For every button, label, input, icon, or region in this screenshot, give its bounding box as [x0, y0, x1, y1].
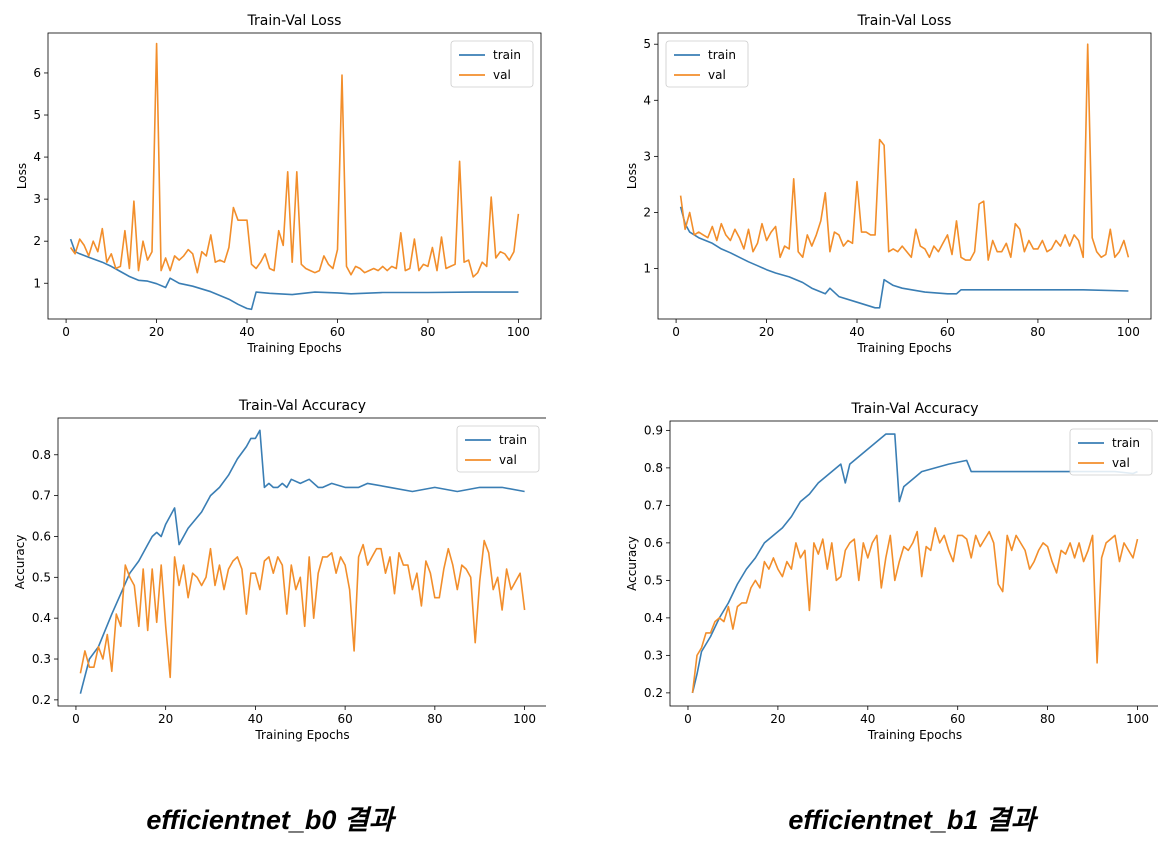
- x-tick-label: 80: [1040, 712, 1055, 726]
- y-tick-label: 0.4: [32, 611, 51, 625]
- legend: train val: [665, 40, 749, 88]
- series-line-train: [79, 429, 525, 694]
- y-tick-label: 0.2: [32, 693, 51, 707]
- plot-area: [669, 420, 1158, 707]
- y-axis-label: Accuracy: [625, 536, 639, 591]
- y-tick-label: 4: [33, 150, 41, 164]
- x-tick-label: 0: [672, 325, 680, 339]
- x-axis-label: Training Epochs: [246, 341, 341, 355]
- x-tick-label: 20: [770, 712, 785, 726]
- y-tick-label: 0.9: [644, 423, 663, 437]
- y-tick-label: 0.7: [32, 489, 51, 503]
- legend-label-train: train: [708, 48, 736, 62]
- y-tick-label: 0.6: [32, 529, 51, 543]
- x-tick-label: 40: [248, 712, 263, 726]
- chart-title: Train-Val Accuracy: [238, 398, 366, 414]
- legend-label-train: train: [493, 48, 521, 62]
- caption-b1: efficientnet_b1 결과: [788, 805, 1036, 835]
- series-line-val: [679, 43, 1130, 261]
- x-tick-label: 0: [684, 712, 692, 726]
- y-tick-label: 0.6: [644, 536, 663, 550]
- y-tick-label: 0.3: [644, 648, 663, 662]
- legend-label-val: val: [1112, 456, 1130, 470]
- legend: train val: [450, 40, 534, 88]
- b1-acc-chart: Train-Val Accuracy 0 20 40 60 80 100 0.2 0.3 0.4 0…: [625, 401, 1158, 742]
- y-tick-label: 0.2: [644, 686, 663, 700]
- y-tick-label: 0.5: [32, 570, 51, 584]
- plot-area: [57, 417, 546, 707]
- x-tick-label: 60: [950, 712, 965, 726]
- x-tick-label: 0: [62, 325, 70, 339]
- series-line-train: [691, 433, 1138, 694]
- x-tick-label: 80: [420, 325, 435, 339]
- caption-b0: efficientnet_b0 결과: [146, 805, 394, 835]
- legend-label-val: val: [493, 68, 511, 82]
- series-line-train: [679, 206, 1129, 309]
- chart-title: Train-Val Accuracy: [850, 401, 978, 417]
- x-tick-label: 80: [427, 712, 442, 726]
- plot-area: [657, 32, 1152, 320]
- x-axis-label: Training Epochs: [867, 728, 962, 742]
- x-tick-label: 60: [337, 712, 352, 726]
- x-tick-label: 40: [860, 712, 875, 726]
- y-tick-label: 0.7: [644, 498, 663, 512]
- y-tick-label: 0.4: [644, 611, 663, 625]
- y-tick-label: 3: [33, 192, 41, 206]
- y-tick-label: 1: [33, 276, 41, 290]
- legend-label-train: train: [1112, 436, 1140, 450]
- b1-loss-chart: Train-Val Loss 0 20 40 60 80 100 1 2 3 4 5 Training …: [625, 13, 1152, 355]
- y-tick-label: 1: [643, 262, 651, 276]
- x-axis-label: Training Epochs: [254, 728, 349, 742]
- x-tick-label: 20: [149, 325, 164, 339]
- y-tick-label: 4: [643, 93, 651, 107]
- x-tick-label: 100: [1117, 325, 1140, 339]
- series-line-val: [69, 42, 520, 278]
- legend: train val: [456, 425, 540, 473]
- series-line-val: [79, 539, 526, 679]
- series-line-val: [691, 527, 1139, 693]
- b0-loss-chart: Train-Val Loss 0 20 40 60 80 100 1 2 3 4 5 6 Training…: [15, 13, 542, 355]
- plot-area: [47, 32, 542, 320]
- x-tick-label: 60: [940, 325, 955, 339]
- y-tick-label: 5: [33, 108, 41, 122]
- y-tick-label: 2: [643, 205, 651, 219]
- x-tick-label: 40: [239, 325, 254, 339]
- b0-acc-chart: Train-Val Accuracy 0 20 40 60 80 100 0.2 0.3 0.4 0…: [13, 398, 546, 742]
- x-tick-label: 100: [513, 712, 536, 726]
- y-tick-label: 6: [33, 66, 41, 80]
- legend-label-val: val: [708, 68, 726, 82]
- chart-title: Train-Val Loss: [247, 13, 342, 29]
- y-tick-label: 0.3: [32, 652, 51, 666]
- y-axis-label: Loss: [15, 163, 29, 189]
- y-tick-label: 2: [33, 234, 41, 248]
- legend-label-val: val: [499, 453, 517, 467]
- y-tick-label: 3: [643, 149, 651, 163]
- x-axis-label: Training Epochs: [856, 341, 951, 355]
- series-line-train: [69, 238, 519, 311]
- legend: train val: [1069, 428, 1153, 476]
- x-tick-label: 40: [849, 325, 864, 339]
- chart-title: Train-Val Loss: [857, 13, 952, 29]
- y-tick-label: 0.5: [644, 573, 663, 587]
- x-tick-label: 0: [72, 712, 80, 726]
- legend-label-train: train: [499, 433, 527, 447]
- y-tick-label: 0.8: [32, 448, 51, 462]
- x-tick-label: 20: [158, 712, 173, 726]
- x-tick-label: 20: [759, 325, 774, 339]
- x-tick-label: 100: [507, 325, 530, 339]
- y-axis-label: Loss: [625, 163, 639, 189]
- x-tick-label: 100: [1126, 712, 1149, 726]
- x-tick-label: 60: [330, 325, 345, 339]
- y-axis-label: Accuracy: [13, 535, 27, 590]
- y-tick-label: 0.8: [644, 461, 663, 475]
- x-tick-label: 80: [1030, 325, 1045, 339]
- y-tick-label: 5: [643, 37, 651, 51]
